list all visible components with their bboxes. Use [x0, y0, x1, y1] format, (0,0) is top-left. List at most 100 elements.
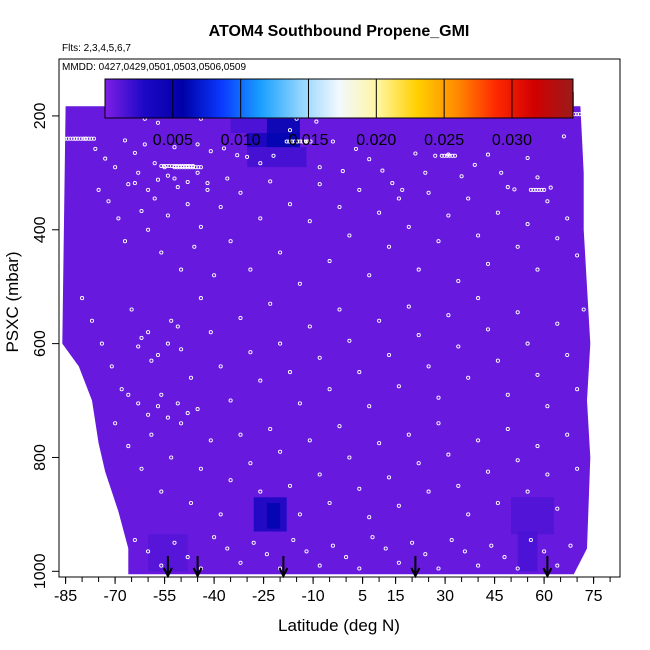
sample-point [198, 165, 203, 170]
sample-point [179, 267, 184, 272]
arrow-marker [192, 556, 203, 579]
sample-point [235, 153, 240, 158]
sample-point [367, 515, 372, 520]
sample-point [565, 352, 570, 358]
sample-point [489, 543, 494, 548]
sample-point [377, 210, 382, 215]
sample-point [472, 162, 477, 167]
sample-point [65, 136, 70, 141]
sample-point [456, 278, 461, 284]
sample-point [485, 327, 491, 332]
heatmap-cell [247, 147, 307, 168]
sample-point [357, 187, 362, 192]
sample-point [535, 175, 540, 180]
sample-point [205, 187, 210, 192]
sample-point [446, 213, 451, 218]
arrow-marker [542, 556, 553, 579]
sample-point [146, 187, 151, 192]
sample-point [248, 267, 253, 272]
sample-point [119, 387, 124, 392]
sample-point [179, 347, 184, 352]
sample-point [340, 169, 345, 174]
sample-point [146, 330, 151, 335]
sample-point [195, 170, 200, 175]
sample-point [535, 267, 540, 272]
heatmap-cell [266, 503, 281, 529]
arrow-marker [163, 556, 173, 579]
sample-point [436, 239, 441, 244]
sample-point [456, 344, 461, 349]
sample-point [466, 375, 471, 380]
sample-point [126, 444, 131, 449]
dates-label: MMDD: 0427,0429,0501,0503,0506,0509 [62, 62, 246, 73]
y-tick-label: 600 [32, 330, 49, 357]
sample-point [439, 153, 444, 158]
sample-point [575, 112, 580, 117]
sample-point [442, 153, 447, 158]
sample-point [248, 461, 253, 466]
sample-point [327, 259, 332, 264]
sample-point [344, 555, 349, 560]
sample-point [347, 233, 352, 238]
sample-point [180, 165, 185, 170]
arrow-head [278, 567, 289, 579]
sample-point [426, 364, 431, 369]
sample-point [476, 233, 481, 238]
sample-point [198, 296, 203, 301]
sample-point [347, 338, 352, 343]
sample-point [238, 432, 243, 437]
sample-point [445, 153, 450, 158]
sample-point [218, 512, 223, 517]
sample-point [436, 395, 441, 400]
sample-point [228, 478, 233, 483]
colorbar-tick-label: 0.020 [356, 132, 396, 149]
sample-point [447, 153, 452, 158]
sample-point [505, 185, 510, 190]
sample-point [531, 187, 536, 192]
sample-point [289, 139, 295, 144]
sample-point [152, 196, 157, 201]
sample-point [245, 154, 250, 159]
sample-point [370, 535, 375, 540]
sample-point [525, 489, 530, 494]
sample-point [495, 210, 500, 215]
sample-point [268, 301, 273, 306]
sample-point [284, 139, 289, 144]
sample-point [416, 267, 421, 272]
sample-point [159, 392, 164, 397]
sample-point [515, 566, 520, 571]
sample-point [287, 202, 293, 207]
sample-point [505, 392, 510, 397]
x-tick-label: -10 [302, 588, 325, 605]
sample-point [367, 157, 372, 162]
sample-point [545, 472, 550, 477]
colorbar-tick-label: 0.025 [424, 132, 464, 149]
sample-point [337, 307, 342, 312]
sample-point [377, 318, 382, 323]
sample-point [577, 112, 582, 117]
colorbar: 0.005 0.010 0.015 0.020 0.025 0.030 [104, 78, 574, 149]
sample-point [172, 145, 177, 150]
sample-point [132, 150, 137, 155]
sample-point [505, 426, 510, 432]
sample-point [446, 313, 451, 318]
sample-point [113, 421, 118, 426]
sample-point [423, 170, 428, 175]
chart-title: ATOM4 Southbound Propene_GMI [209, 23, 470, 40]
sample-point [190, 165, 196, 170]
sample-point [515, 244, 520, 249]
sample-point [86, 136, 91, 141]
sample-point [251, 540, 256, 545]
sample-point [70, 136, 75, 141]
sample-point [539, 187, 544, 192]
arrow-head [542, 567, 553, 579]
heatmap-layer [62, 92, 591, 575]
x-tick-label: -85 [54, 588, 77, 605]
sample-point [78, 136, 83, 141]
sample-point [136, 401, 141, 406]
sample-point [357, 566, 362, 571]
sample-point [446, 452, 451, 457]
sample-point [167, 163, 172, 169]
sample-point [423, 552, 428, 557]
x-tick-label: 15 [387, 588, 405, 605]
